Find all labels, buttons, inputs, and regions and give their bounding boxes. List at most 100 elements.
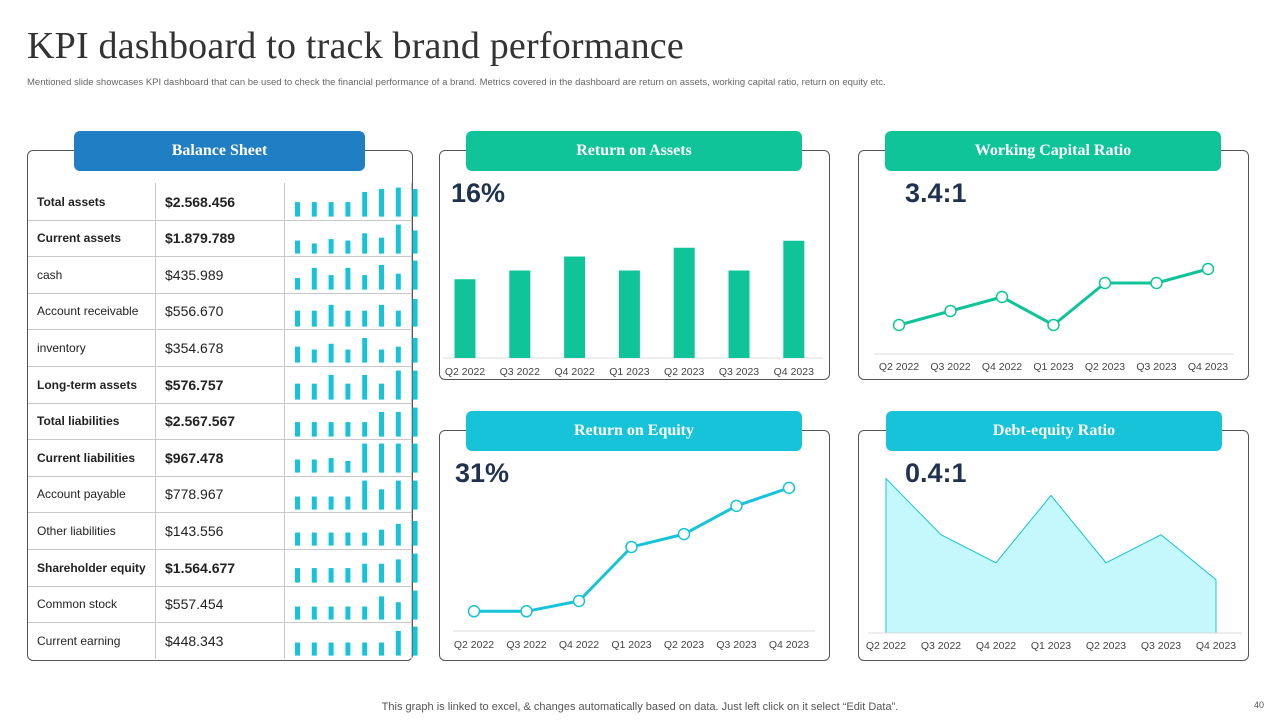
- sparkline-bar: [362, 191, 368, 217]
- x-tick-label: Q4 2022: [559, 639, 599, 651]
- row-value: $354.678: [165, 339, 224, 356]
- bar: [728, 270, 750, 358]
- bar: [564, 256, 586, 358]
- data-point: [1098, 276, 1112, 290]
- sparkline-bar: [345, 568, 351, 583]
- working-capital-ratio-panel: [858, 150, 1249, 380]
- row-value: $556.670: [165, 303, 224, 320]
- sparkline-bar: [412, 480, 418, 510]
- sparkline-bar: [379, 237, 384, 254]
- sparkline-bar: [328, 642, 334, 656]
- x-tick-label: Q2 2022: [445, 366, 485, 378]
- row-sparkline: [295, 590, 418, 620]
- data-point: [892, 318, 906, 332]
- row-divider: [28, 439, 412, 441]
- sparkline-bar: [362, 310, 368, 327]
- sparkline-bar: [295, 347, 300, 363]
- series-area: [885, 477, 1217, 634]
- table-row: cash $435.989: [28, 256, 418, 293]
- table-row: Shareholder equity $1.564.677: [28, 549, 418, 586]
- sparkline-bar: [295, 310, 300, 327]
- sparkline-bar: [295, 278, 300, 290]
- data-point: [520, 605, 533, 618]
- sparkline-bar: [379, 530, 384, 546]
- sparkline-bar: [295, 606, 300, 620]
- row-value: $557.454: [165, 596, 224, 613]
- row-divider: [28, 292, 412, 294]
- sparkline-bar: [311, 459, 317, 473]
- column-divider: [411, 183, 412, 659]
- x-tick-label: Q4 2023: [774, 366, 814, 378]
- sparkline-bar: [379, 642, 384, 656]
- sparkline-bar: [345, 268, 351, 290]
- table-row: Total assets $2.568.456: [28, 183, 418, 220]
- row-sparkline: [295, 443, 418, 473]
- row-value: $1.879.789: [165, 230, 236, 247]
- sparkline-bar: [328, 202, 334, 217]
- sparkline-bar: [379, 489, 384, 510]
- row-label: Other liabilities: [37, 523, 116, 538]
- row-value: $2.568.456: [165, 193, 236, 210]
- sparkline-bar: [395, 273, 401, 290]
- sparkline-bar: [412, 626, 418, 656]
- x-tick-label: Q3 2022: [500, 366, 540, 378]
- debt-equity-ratio-value: 0.4:1: [905, 458, 967, 488]
- table-row: Account payable $778.967: [28, 476, 418, 513]
- table-row: Current assets $1.879.789: [28, 220, 418, 257]
- row-divider: [28, 366, 412, 367]
- sparkline-bar: [345, 461, 351, 473]
- x-tick-label: Q1 2023: [1033, 361, 1073, 373]
- table-row: Current earning $448.343: [28, 622, 418, 659]
- row-label: Account receivable: [37, 304, 139, 319]
- sparkline-bar: [379, 443, 384, 473]
- sparkline-bar: [362, 443, 368, 473]
- sparkline-bar: [362, 606, 368, 620]
- data-point: [995, 290, 1009, 304]
- sparkline-bar: [395, 631, 401, 656]
- row-label: Common stock: [37, 597, 118, 612]
- table-row: Other liabilities $143.556: [28, 512, 418, 549]
- sparkline-bar: [379, 383, 384, 400]
- sparkline-bar: [362, 374, 368, 400]
- row-label: Total liabilities: [37, 414, 120, 429]
- data-point: [1150, 276, 1163, 290]
- sparkline-bar: [311, 532, 317, 546]
- row-value: $435.989: [165, 266, 224, 283]
- row-label: cash: [37, 267, 63, 282]
- row-value: $2.567.567: [165, 413, 236, 430]
- page-title: KPI dashboard to track brand performance: [27, 25, 684, 67]
- row-value: $143.556: [165, 522, 224, 539]
- sparkline-bar: [311, 606, 317, 620]
- sparkline-bar: [328, 304, 334, 327]
- sparkline-bar: [345, 240, 351, 254]
- sparkline-bar: [295, 568, 300, 583]
- bar: [673, 247, 695, 358]
- row-label: Current earning: [37, 633, 121, 648]
- table-row: Long-term assets $576.757: [28, 366, 418, 403]
- sparkline-bar: [412, 229, 418, 254]
- sparkline-bar: [412, 443, 418, 473]
- sparkline-bar: [345, 532, 351, 546]
- sparkline-bar: [395, 559, 401, 583]
- row-sparkline: [295, 187, 418, 217]
- sparkline-bar: [328, 606, 334, 620]
- sparkline-bar: [362, 421, 368, 437]
- x-tick-label: Q3 2023: [716, 639, 756, 651]
- sparkline-bar: [311, 421, 317, 437]
- x-tick-label: Q4 2022: [982, 361, 1022, 373]
- row-divider: [28, 512, 412, 514]
- sparkline-bar: [295, 202, 300, 217]
- sparkline-bar: [412, 338, 418, 363]
- working-capital-ratio-header: Working Capital Ratio: [885, 131, 1221, 171]
- row-divider: [28, 622, 412, 624]
- sparkline-bar: [395, 347, 401, 363]
- table-row: Total liabilities $2.567.567: [28, 403, 418, 440]
- sparkline-bar: [311, 310, 317, 327]
- sparkline-bar: [345, 642, 351, 656]
- sparkline-bar: [412, 521, 418, 546]
- x-tick-label: Q2 2023: [664, 366, 704, 378]
- row-sparkline: [295, 370, 418, 400]
- sparkline-bar: [395, 443, 401, 473]
- row-label: Account payable: [37, 487, 126, 502]
- row-label: Current liabilities: [37, 450, 136, 465]
